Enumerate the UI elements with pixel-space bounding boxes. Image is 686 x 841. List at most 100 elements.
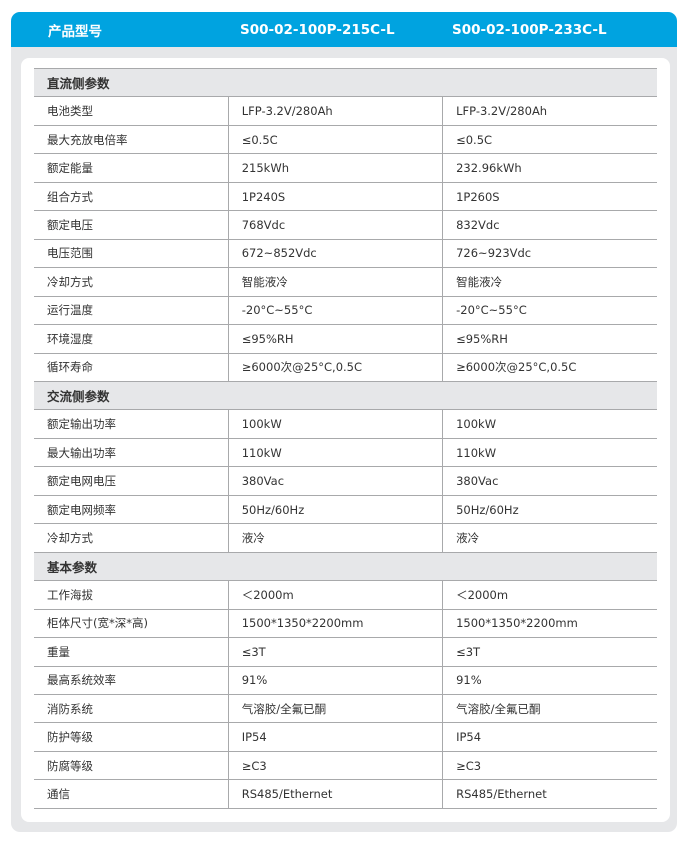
param-label: 防腐等级 xyxy=(34,751,229,781)
param-label: 额定输出功率 xyxy=(34,409,229,439)
param-label: 额定电压 xyxy=(34,210,229,240)
param-value: 50Hz/60Hz xyxy=(442,495,657,525)
table-row: 柜体尺寸(宽*深*高) 1500*1350*2200mm 1500*1350*220… xyxy=(34,609,657,639)
param-value: ≤0.5C xyxy=(227,125,443,155)
param-label: 最大充放电倍率 xyxy=(34,125,229,155)
param-label: 重量 xyxy=(34,637,229,667)
table-row: 最高系统效率 91% 91% xyxy=(34,666,657,695)
param-value: 380Vac xyxy=(442,466,657,496)
param-value: ≤3T xyxy=(442,637,657,667)
param-label: 最高系统效率 xyxy=(34,666,229,695)
param-label: 额定电网电压 xyxy=(34,466,229,496)
param-value: 智能液冷 xyxy=(442,267,657,297)
param-value: -20°C~55°C xyxy=(442,296,657,326)
header-model-1: S00-02-100P-215C-L xyxy=(240,21,395,38)
section-header: 基本参数 xyxy=(34,551,657,582)
param-value: 91% xyxy=(227,666,443,695)
param-value: 50Hz/60Hz xyxy=(227,495,443,525)
param-value: 1500*1350*2200mm xyxy=(442,609,657,639)
param-label: 冷却方式 xyxy=(34,267,229,297)
param-value: IP54 xyxy=(227,722,443,752)
table-row: 环境湿度 ≤95%RH ≤95%RH xyxy=(34,324,657,354)
table-row: 额定能量 215kWh 232.96kWh xyxy=(34,153,657,183)
table-row: 组合方式 1P240S 1P260S xyxy=(34,182,657,212)
table-row: 额定输出功率 100kW 100kW xyxy=(34,409,657,439)
param-value: 1P240S xyxy=(227,182,443,212)
table-row: 最大输出功率 110kW 110kW xyxy=(34,438,657,468)
table-row: 冷却方式 智能液冷 智能液冷 xyxy=(34,267,657,297)
table-row: 额定电网电压 380Vac 380Vac xyxy=(34,466,657,496)
param-label: 电池类型 xyxy=(34,96,229,126)
param-label: 运行温度 xyxy=(34,296,229,326)
param-value: ≥6000次@25°C,0.5C xyxy=(442,353,657,382)
param-value: LFP-3.2V/280Ah xyxy=(442,96,657,126)
param-label: 额定能量 xyxy=(34,153,229,183)
param-value: 768Vdc xyxy=(227,210,443,240)
param-value: ≤95%RH xyxy=(227,324,443,354)
table-header: 产品型号 S00-02-100P-215C-L S00-02-100P-233C… xyxy=(11,12,677,47)
section-header: 交流侧参数 xyxy=(34,380,657,411)
header-label: 产品型号 xyxy=(48,23,102,40)
table-row: 电压范围 672~852Vdc 726~923Vdc xyxy=(34,239,657,269)
param-value: 110kW xyxy=(227,438,443,468)
table-row: 冷却方式 液冷 液冷 xyxy=(34,523,657,553)
param-value: 832Vdc xyxy=(442,210,657,240)
section-title: 基本参数 xyxy=(34,551,657,582)
table-row: 防护等级 IP54 IP54 xyxy=(34,722,657,752)
param-value: ≥C3 xyxy=(227,751,443,781)
section-title: 交流侧参数 xyxy=(34,380,657,411)
param-label: 最大输出功率 xyxy=(34,438,229,468)
param-value: 1P260S xyxy=(442,182,657,212)
table-row: 工作海拔 ＜2000m ＜2000m xyxy=(34,580,657,610)
param-value: 215kWh xyxy=(227,153,443,183)
spec-card: 直流侧参数 电池类型 LFP-3.2V/280Ah LFP-3.2V/280Ah 最大充… xyxy=(21,58,670,822)
header-model-2: S00-02-100P-233C-L xyxy=(452,21,607,38)
param-value: 1500*1350*2200mm xyxy=(227,609,443,639)
spec-sheet: 产品型号 S00-02-100P-215C-L S00-02-100P-233C… xyxy=(11,12,677,832)
param-label: 通信 xyxy=(34,779,229,809)
table-row: 防腐等级 ≥C3 ≥C3 xyxy=(34,751,657,781)
param-label: 环境湿度 xyxy=(34,324,229,354)
table-row: 运行温度 -20°C~55°C -20°C~55°C xyxy=(34,296,657,326)
param-label: 冷却方式 xyxy=(34,523,229,553)
param-label: 工作海拔 xyxy=(34,580,229,610)
param-label: 组合方式 xyxy=(34,182,229,212)
param-label: 电压范围 xyxy=(34,239,229,269)
spec-table: 直流侧参数 电池类型 LFP-3.2V/280Ah LFP-3.2V/280Ah 最大充… xyxy=(34,67,657,809)
table-row: 消防系统 气溶胶/全氟已酮 气溶胶/全氟已酮 xyxy=(34,694,657,724)
section-header: 直流侧参数 xyxy=(34,67,657,98)
table-row: 额定电压 768Vdc 832Vdc xyxy=(34,210,657,240)
param-value: IP54 xyxy=(442,722,657,752)
param-label: 防护等级 xyxy=(34,722,229,752)
param-value: ＜2000m xyxy=(227,580,443,610)
param-value: 110kW xyxy=(442,438,657,468)
table-row: 通信 RS485/Ethernet RS485/Ethernet xyxy=(34,779,657,809)
param-label: 循环寿命 xyxy=(34,353,229,382)
param-label: 额定电网频率 xyxy=(34,495,229,525)
param-value: 672~852Vdc xyxy=(227,239,443,269)
param-value: -20°C~55°C xyxy=(227,296,443,326)
param-value: ≤3T xyxy=(227,637,443,667)
param-value: ＜2000m xyxy=(442,580,657,610)
param-value: 100kW xyxy=(227,409,443,439)
param-value: 91% xyxy=(442,666,657,695)
param-value: 液冷 xyxy=(442,523,657,553)
table-row: 额定电网频率 50Hz/60Hz 50Hz/60Hz xyxy=(34,495,657,525)
table-row: 循环寿命 ≥6000次@25°C,0.5C ≥6000次@25°C,0.5C xyxy=(34,353,657,382)
section-title: 直流侧参数 xyxy=(34,67,657,98)
param-value: RS485/Ethernet xyxy=(227,779,443,809)
param-value: 气溶胶/全氟已酮 xyxy=(442,694,657,724)
table-row: 重量 ≤3T ≤3T xyxy=(34,637,657,667)
table-row: 最大充放电倍率 ≤0.5C ≤0.5C xyxy=(34,125,657,155)
param-value: 232.96kWh xyxy=(442,153,657,183)
param-value: 智能液冷 xyxy=(227,267,443,297)
param-value: 100kW xyxy=(442,409,657,439)
param-value: 液冷 xyxy=(227,523,443,553)
table-row: 电池类型 LFP-3.2V/280Ah LFP-3.2V/280Ah xyxy=(34,96,657,126)
param-value: ≤0.5C xyxy=(442,125,657,155)
param-value: ≤95%RH xyxy=(442,324,657,354)
param-label: 消防系统 xyxy=(34,694,229,724)
param-label: 柜体尺寸(宽*深*高) xyxy=(34,609,229,639)
param-value: 726~923Vdc xyxy=(442,239,657,269)
param-value: 气溶胶/全氟已酮 xyxy=(227,694,443,724)
